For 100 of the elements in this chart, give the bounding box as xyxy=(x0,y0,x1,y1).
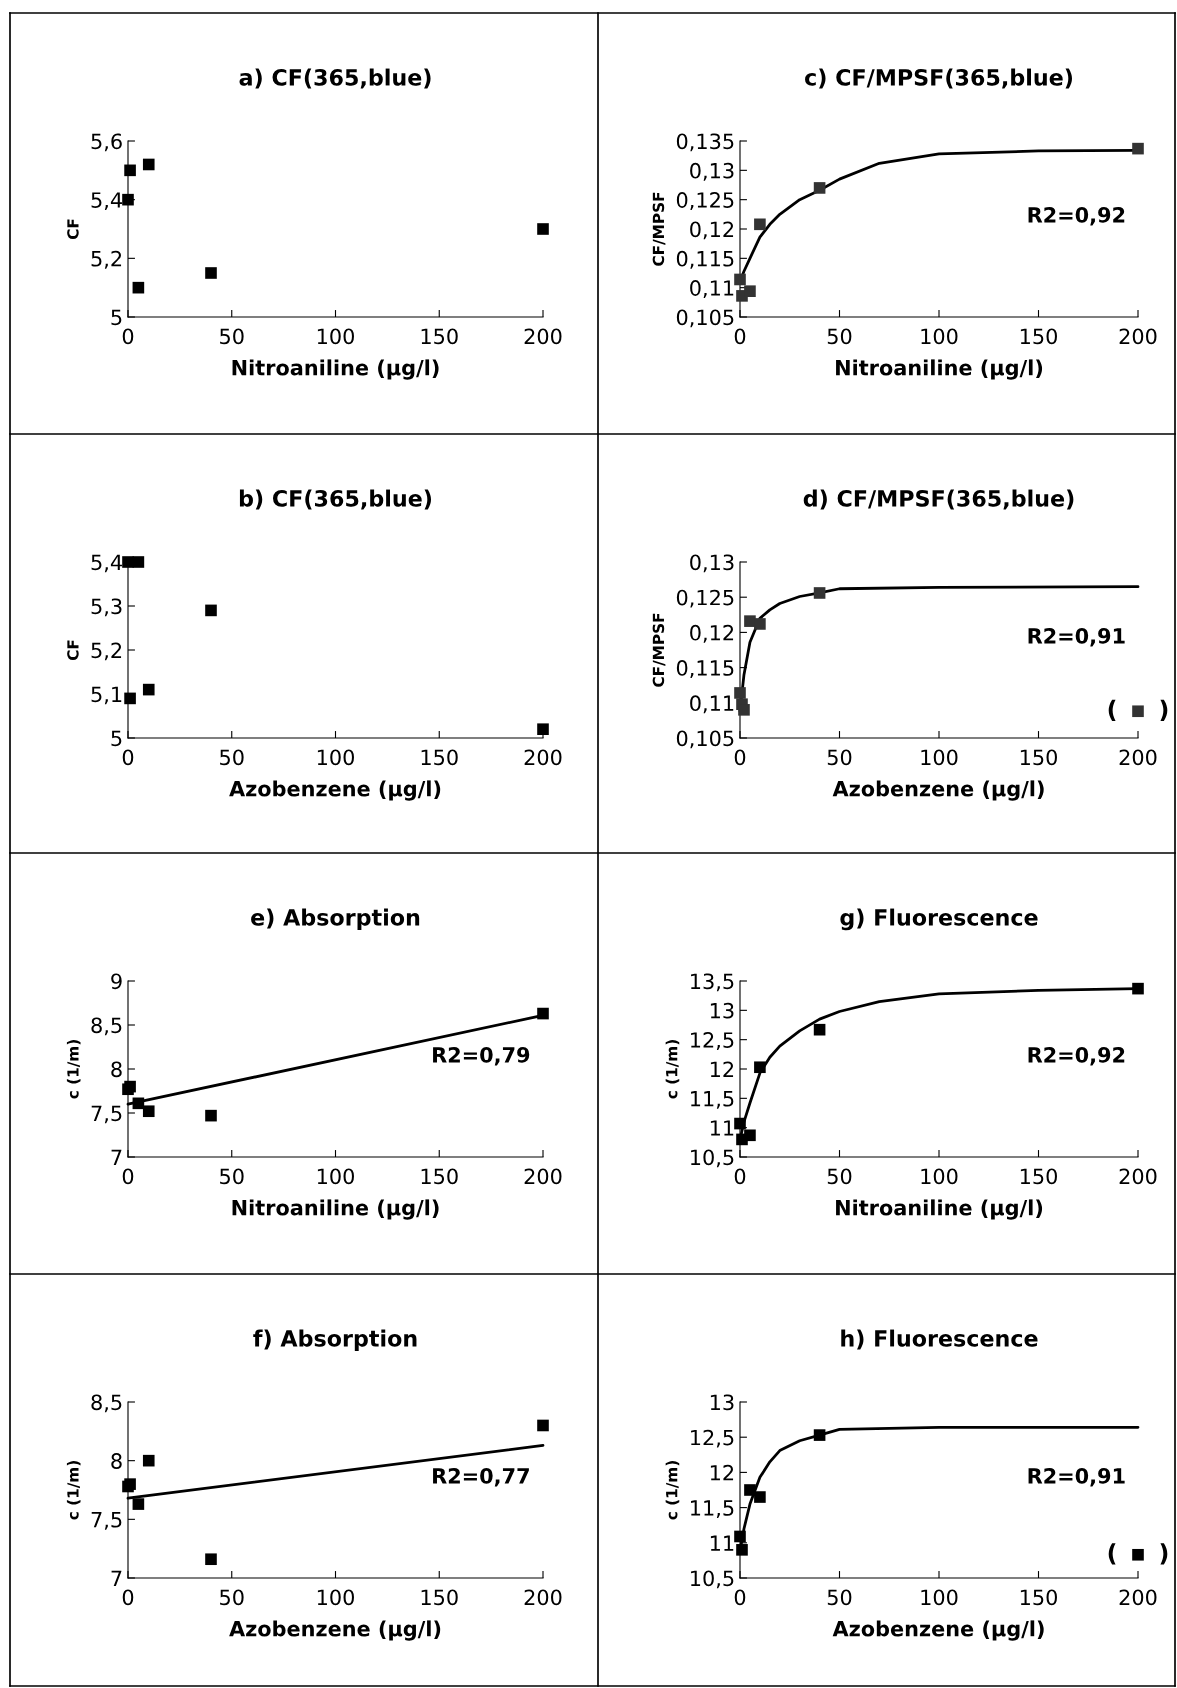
x-tick-label: 200 xyxy=(524,749,562,766)
point xyxy=(754,1061,766,1074)
y-tick-label: 13 xyxy=(710,1394,734,1411)
y-tick-label: 0,12 xyxy=(690,221,734,240)
point xyxy=(205,267,217,279)
y-tick-label: 0,135 xyxy=(676,133,734,152)
y-axis-title: CF/MPSF xyxy=(652,192,666,266)
annotation: R2=0,79 xyxy=(433,1046,530,1066)
y-tick-label: 5,2 xyxy=(91,642,122,661)
y-tick-label: 13 xyxy=(710,1002,734,1019)
point xyxy=(124,164,136,177)
point xyxy=(124,692,136,705)
x-tick-label: 150 xyxy=(421,749,458,766)
y-tick-label: 0,125 xyxy=(676,192,734,210)
x-tick-label: 50 xyxy=(220,749,244,766)
point xyxy=(734,687,746,699)
y-tick-label: 0,11 xyxy=(690,695,734,714)
y-axis-title: CF xyxy=(67,219,79,240)
y-tick-label: 11 xyxy=(710,1535,734,1551)
x-tick-label: 200 xyxy=(524,328,562,345)
y-tick-label: 9 xyxy=(111,973,122,990)
chart-title: f) Absorption xyxy=(253,1329,417,1352)
x-tick-label: 150 xyxy=(1020,328,1057,345)
x-axis-title: Azobenzene (µg/l) xyxy=(229,780,441,801)
point xyxy=(132,1498,145,1510)
point xyxy=(734,273,746,286)
y-tick-label: 8,5 xyxy=(91,1017,122,1036)
annotation: R2=0,92 xyxy=(1028,206,1125,226)
x-tick-label: 150 xyxy=(421,1168,458,1185)
point xyxy=(205,1553,217,1566)
point xyxy=(1132,1548,1144,1561)
x-tick-label: 100 xyxy=(921,749,958,766)
point xyxy=(132,281,145,294)
chart-title: h) Fluorescence xyxy=(841,1329,1038,1350)
y-tick-label: 8,5 xyxy=(91,1394,122,1413)
y-tick-label: 10,5 xyxy=(691,1149,734,1168)
x-tick-label: 0 xyxy=(122,328,134,345)
x-axis-title: Azobenzene (µg/l) xyxy=(832,780,1044,801)
point xyxy=(744,285,756,297)
y-tick-label: 0,105 xyxy=(676,730,734,749)
annotation: ( ) xyxy=(1108,1543,1168,1565)
y-tick-label: 11 xyxy=(710,1120,734,1136)
chart-title: b) CF(365,blue) xyxy=(239,489,432,510)
x-tick-label: 200 xyxy=(524,1168,562,1185)
x-tick-label: 150 xyxy=(1020,1589,1057,1606)
point xyxy=(142,683,155,696)
chart-title: a) CF(365,blue) xyxy=(239,68,431,89)
x-tick-label: 50 xyxy=(827,1168,852,1185)
annotation: R2=0,77 xyxy=(433,1467,529,1487)
x-tick-label: 0 xyxy=(122,1589,134,1606)
chart-title: g) Fluorescence xyxy=(840,908,1038,931)
point xyxy=(744,1484,756,1496)
point xyxy=(142,1454,155,1467)
y-tick-label: 0,13 xyxy=(690,554,734,573)
x-tick-label: 200 xyxy=(1119,328,1157,345)
x-tick-label: 150 xyxy=(1020,1168,1057,1185)
point xyxy=(736,1544,748,1556)
annotation: ( ) xyxy=(1108,699,1168,721)
y-axis-title: CF/MPSF xyxy=(652,613,666,687)
x-tick-label: 50 xyxy=(827,1589,852,1606)
x-tick-label: 100 xyxy=(317,1168,354,1185)
y-tick-label: 11,5 xyxy=(691,1091,734,1109)
point xyxy=(754,618,766,630)
x-tick-label: 150 xyxy=(421,1589,458,1606)
y-tick-label: 12 xyxy=(710,1464,734,1481)
point xyxy=(744,1129,756,1142)
x-axis-title: Azobenzene (µg/l) xyxy=(832,1620,1044,1641)
y-tick-label: 12,5 xyxy=(691,1032,734,1050)
chart-title: c) CF/MPSF(365,blue) xyxy=(805,68,1072,89)
point xyxy=(1132,982,1144,995)
point xyxy=(205,1109,217,1122)
x-tick-label: 0 xyxy=(122,749,134,766)
x-axis-title: Nitroaniline (µg/l) xyxy=(836,1199,1043,1220)
point xyxy=(734,1117,746,1130)
point xyxy=(1132,705,1144,718)
point xyxy=(537,223,549,235)
x-tick-label: 200 xyxy=(1119,1589,1157,1606)
y-axis-title: CF xyxy=(67,640,79,661)
y-tick-label: 10,5 xyxy=(691,1570,734,1589)
y-tick-label: 7,5 xyxy=(91,1105,122,1124)
x-axis-title: Nitroaniline (µg/l) xyxy=(836,359,1043,380)
x-tick-label: 200 xyxy=(524,1589,562,1606)
x-tick-label: 50 xyxy=(220,1168,244,1185)
point xyxy=(537,1419,549,1432)
y-tick-label: 7 xyxy=(111,1149,122,1165)
x-axis-title: Nitroaniline (µg/l) xyxy=(232,1199,439,1220)
y-axis-title: c (1/m) xyxy=(665,1040,680,1099)
y-tick-label: 5,1 xyxy=(91,686,122,705)
chart-title: e) Absorption xyxy=(251,908,420,931)
point xyxy=(1132,142,1144,155)
point xyxy=(754,218,766,231)
y-tick-label: 0,11 xyxy=(690,280,734,298)
point xyxy=(142,158,155,171)
y-tick-label: 0,13 xyxy=(690,162,734,181)
point xyxy=(122,193,134,206)
point xyxy=(813,182,826,194)
point xyxy=(813,587,826,599)
y-axis-title: c (1/m) xyxy=(66,1040,81,1099)
x-tick-label: 150 xyxy=(421,328,458,345)
x-tick-label: 0 xyxy=(734,749,746,766)
